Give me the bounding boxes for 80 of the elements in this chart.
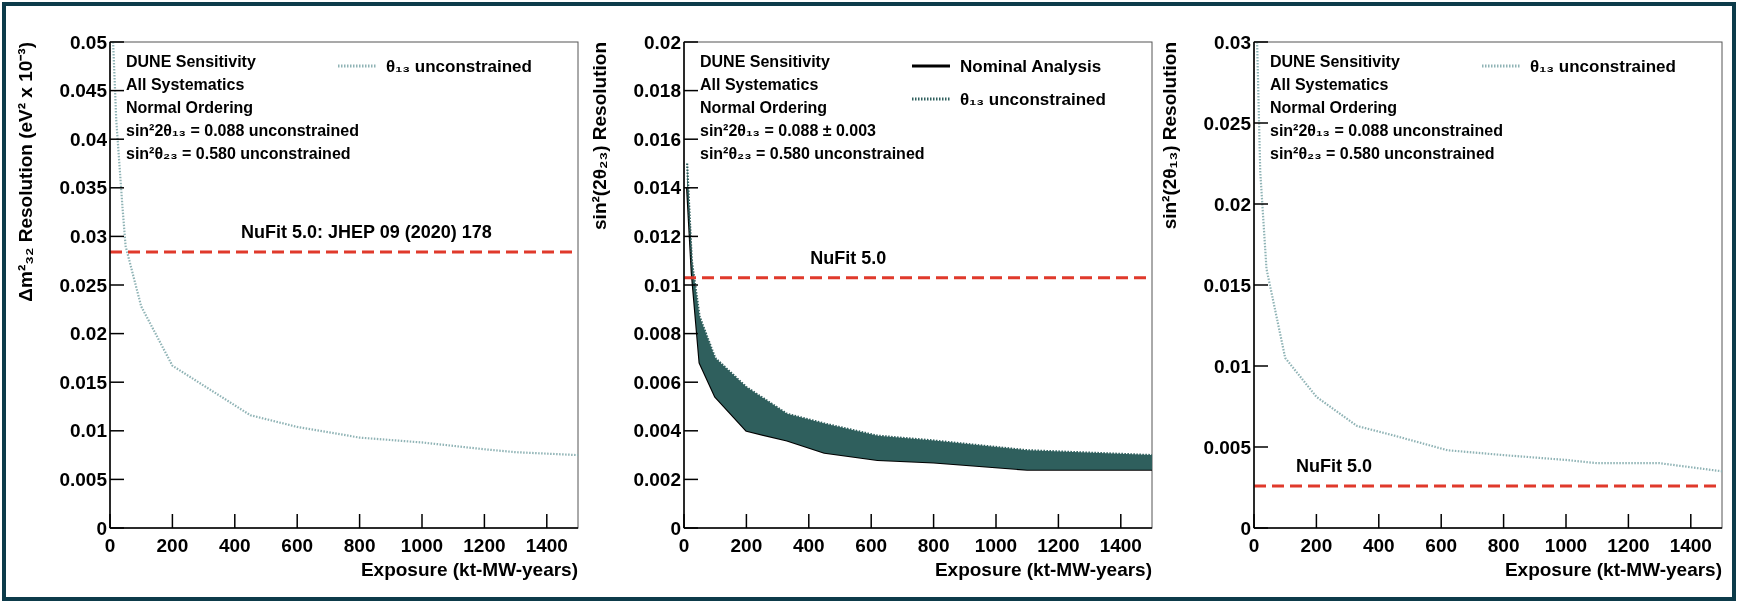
y-tick-label: 0 — [96, 517, 107, 539]
y-axis-title: sin²(2θ₁₃) Resolution — [1159, 42, 1180, 230]
annotation: DUNE Sensitivity — [700, 53, 830, 70]
x-tick-label: 1000 — [400, 535, 444, 556]
annotation: All Systematics — [1270, 76, 1389, 93]
y-tick-label: 0.014 — [633, 177, 682, 199]
y-axis-title: sin²(2θ₂₃) Resolution — [589, 42, 610, 230]
y-tick-label: 0.015 — [59, 371, 108, 393]
annotation: Normal Ordering — [1270, 99, 1398, 116]
y-tick-label: 0.01 — [1214, 355, 1252, 377]
x-tick-label: 600 — [855, 535, 888, 556]
y-tick-label: 0.012 — [633, 226, 681, 248]
x-tick-label: 800 — [343, 535, 376, 556]
y-tick-label: 0.025 — [59, 274, 108, 296]
y-tick-label: 0.045 — [59, 80, 108, 102]
x-axis-title: Exposure (kt-MW-years) — [934, 559, 1152, 580]
annotation: All Systematics — [126, 76, 245, 93]
y-tick-label: 0.006 — [633, 371, 681, 393]
annotation: sin²2θ₁₃ = 0.088 ± 0.003 — [700, 122, 877, 139]
legend-label: θ₁₃ unconstrained — [1530, 57, 1676, 76]
y-tick-label: 0.018 — [633, 80, 681, 102]
x-tick-label: 1200 — [463, 535, 506, 556]
x-tick-label: 400 — [792, 535, 825, 556]
legend-label: θ₁₃ unconstrained — [960, 90, 1106, 109]
annotation: Normal Ordering — [126, 99, 254, 116]
y-tick-label: 0.05 — [70, 31, 108, 53]
x-tick-label: 400 — [218, 535, 251, 556]
y-tick-label: 0.03 — [70, 226, 107, 248]
y-tick-label: 0.025 — [1203, 112, 1252, 134]
x-tick-label: 1400 — [1099, 535, 1142, 556]
x-tick-label: 200 — [1300, 535, 1333, 556]
x-tick-label: 1400 — [1669, 535, 1712, 556]
x-tick-label: 400 — [1362, 535, 1395, 556]
y-tick-label: 0.02 — [644, 31, 681, 53]
annotation: DUNE Sensitivity — [1270, 53, 1400, 70]
x-tick-label: 600 — [281, 535, 314, 556]
x-tick-label: 200 — [730, 535, 763, 556]
legend-label: θ₁₃ unconstrained — [386, 57, 532, 76]
annotation: sin²2θ₁₃ = 0.088 unconstrained — [126, 122, 359, 139]
legend-label: Nominal Analysis — [960, 57, 1102, 76]
line-series — [112, 42, 578, 457]
x-axis-title: Exposure (kt-MW-years) — [1504, 559, 1722, 580]
x-tick-label: 200 — [156, 535, 189, 556]
y-tick-label: 0.04 — [70, 128, 108, 150]
y-tick-label: 0.035 — [59, 177, 108, 199]
y-axis-title: Δm²₃₂ Resolution (eV² x 10⁻³) — [15, 42, 36, 302]
x-tick-label: 800 — [917, 535, 950, 556]
x-tick-label: 1400 — [525, 535, 568, 556]
ref-line-label: NuFit 5.0 — [1296, 455, 1373, 476]
annotation: sin²θ₂₃ = 0.580 unconstrained — [126, 145, 351, 162]
y-tick-label: 0.02 — [1214, 193, 1251, 215]
annotation: DUNE Sensitivity — [126, 53, 256, 70]
y-tick-label: 0.02 — [70, 323, 107, 345]
y-tick-label: 0 — [1240, 517, 1251, 539]
x-tick-label: 1000 — [1544, 535, 1588, 556]
y-tick-label: 0.01 — [644, 274, 682, 296]
annotation: Normal Ordering — [700, 99, 828, 116]
y-tick-label: 0.005 — [59, 469, 108, 491]
line-series — [1256, 42, 1722, 473]
annotation: All Systematics — [700, 76, 819, 93]
ref-line-label: NuFit 5.0 — [810, 247, 887, 268]
y-tick-label: 0.008 — [633, 323, 681, 345]
x-tick-label: 800 — [1487, 535, 1520, 556]
y-tick-label: 0.015 — [1203, 274, 1252, 296]
x-tick-label: 1200 — [1037, 535, 1080, 556]
x-tick-label: 1000 — [974, 535, 1018, 556]
y-tick-label: 0.005 — [1203, 436, 1252, 458]
x-axis-title: Exposure (kt-MW-years) — [360, 559, 578, 580]
y-tick-label: 0.01 — [70, 420, 108, 442]
x-tick-label: 600 — [1425, 535, 1458, 556]
annotation: sin²2θ₁₃ = 0.088 unconstrained — [1270, 122, 1503, 139]
y-tick-label: 0.03 — [1214, 31, 1251, 53]
annotation: sin²θ₂₃ = 0.580 unconstrained — [1270, 145, 1495, 162]
annotation: sin²θ₂₃ = 0.580 unconstrained — [700, 145, 925, 162]
x-tick-label: 1200 — [1607, 535, 1650, 556]
y-tick-label: 0.016 — [633, 128, 681, 150]
y-tick-label: 0.004 — [633, 420, 682, 442]
y-tick-label: 0 — [670, 517, 681, 539]
y-tick-label: 0.002 — [633, 469, 681, 491]
ref-line-label: NuFit 5.0: JHEP 09 (2020) 178 — [241, 221, 492, 242]
